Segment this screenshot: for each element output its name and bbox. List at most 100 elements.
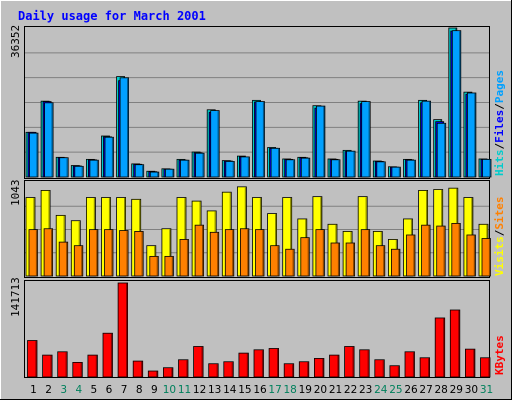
sites-bar-shadow <box>368 230 370 276</box>
sites-bar <box>345 242 356 277</box>
pages-bar <box>89 159 99 178</box>
series-label: Sites <box>493 197 506 230</box>
kbytes-bar-shadow <box>337 355 339 377</box>
kbytes-bar-shadow <box>397 366 399 377</box>
x-tick-label: 18 <box>284 384 297 396</box>
pages-bar <box>195 152 205 178</box>
sites-bar-shadow <box>111 230 113 276</box>
pages-bar-shadow <box>474 93 476 177</box>
sites-bar-shadow <box>488 239 491 276</box>
sites-bar-shadow <box>473 235 475 276</box>
kbytes-bar-shadow <box>231 362 233 377</box>
pages-bar <box>119 77 129 178</box>
sites-bar <box>179 239 189 277</box>
kbytes-bar-shadow <box>382 360 384 377</box>
sites-bar <box>28 229 38 277</box>
pages-bar <box>74 165 84 178</box>
x-tick-label: 14 <box>223 384 237 396</box>
x-tick-label: 22 <box>344 384 357 396</box>
sites-bar-shadow <box>398 249 400 276</box>
visits-bar-shadow <box>169 229 171 276</box>
kbytes-bar <box>238 352 249 378</box>
kbytes-bar <box>313 358 325 378</box>
pages-bar <box>361 101 371 178</box>
kbytes-bar <box>27 340 38 378</box>
kbytes-bar-shadow <box>171 368 173 377</box>
kbytes-bar-shadow <box>186 360 188 377</box>
sites-bar <box>315 229 325 277</box>
sites-bar <box>149 255 159 277</box>
series-label-group: Visits/Sites <box>493 197 506 277</box>
pages-bar-shadow <box>308 158 310 177</box>
series-label: KBytes <box>493 335 506 375</box>
x-tick-label: 26 <box>404 384 418 396</box>
sites-bar-shadow <box>428 225 430 276</box>
sites-bar <box>134 231 144 277</box>
x-tick-label: 8 <box>136 384 143 396</box>
sites-bar-shadow <box>202 225 204 276</box>
pages-bar-shadow <box>383 162 385 177</box>
kbytes-bar <box>208 363 219 378</box>
sites-bar <box>421 224 431 277</box>
kbytes-bar-shadow <box>50 355 52 377</box>
kbytes-bar-shadow <box>367 350 369 377</box>
sites-bar-shadow <box>458 223 460 276</box>
kbytes-bar <box>117 282 128 378</box>
series-label-group: KBytes <box>493 335 506 375</box>
sites-bar-shadow <box>353 243 355 276</box>
kbytes-bar-shadow <box>95 355 97 377</box>
pages-bar-shadow <box>489 159 491 177</box>
x-tick-label: 23 <box>359 384 372 396</box>
kbytes-bar-shadow <box>352 346 354 377</box>
sites-bar <box>270 245 280 277</box>
pages-bar-shadow <box>278 148 280 177</box>
visits-ymax-label: 1043 <box>9 180 22 207</box>
kbytes-bar <box>147 370 159 378</box>
pages-bar <box>466 92 477 178</box>
sites-bar-shadow <box>262 230 264 276</box>
kbytes-bar-shadow <box>201 346 203 377</box>
kbytes-bar <box>374 359 385 378</box>
pages-bar <box>164 168 175 178</box>
pages-bar-shadow <box>172 169 174 177</box>
kbytes-bar-shadow <box>80 362 82 377</box>
x-tick-label: 28 <box>435 384 448 396</box>
x-tick-label: 27 <box>419 384 432 396</box>
sites-bar-shadow <box>217 232 219 276</box>
pages-bar-shadow <box>459 31 461 177</box>
kbytes-bar <box>329 354 340 378</box>
pages-bar <box>44 102 54 178</box>
pages-bar <box>225 161 235 178</box>
kbytes-bar <box>480 357 491 378</box>
sites-bar-shadow <box>307 238 309 276</box>
series-label: Hits <box>493 150 506 177</box>
x-tick-label: 29 <box>450 384 463 396</box>
kbytes-bar <box>178 359 189 378</box>
kbytes-bar <box>87 354 98 378</box>
kbytes-bar <box>419 357 431 378</box>
sites-bar <box>300 237 310 277</box>
sites-bar-shadow <box>171 256 173 276</box>
sites-bar-shadow <box>413 235 415 276</box>
sites-bar-shadow <box>81 246 83 276</box>
pages-bar <box>149 171 160 178</box>
kbytes-bar <box>449 309 461 378</box>
sites-bar <box>89 229 99 277</box>
chart-title: Daily usage for March 2001 <box>18 9 206 23</box>
x-tick-label: 11 <box>178 384 191 396</box>
sites-bar-shadow <box>232 230 234 276</box>
x-tick-label: 10 <box>163 384 176 396</box>
x-tick-label: 7 <box>121 384 128 396</box>
series-label: Files <box>493 110 506 143</box>
kbytes-bar <box>42 354 53 378</box>
series-label: / <box>493 229 506 236</box>
x-tick-label: 25 <box>389 384 402 396</box>
x-tick-label: 1 <box>30 384 37 396</box>
kbytes-bar-shadow <box>473 349 475 377</box>
series-label: Pages <box>493 70 506 103</box>
pages-bar <box>210 110 220 178</box>
pages-bar-shadow <box>36 133 38 177</box>
sites-bar-shadow <box>186 239 189 276</box>
sites-bar <box>375 245 386 277</box>
